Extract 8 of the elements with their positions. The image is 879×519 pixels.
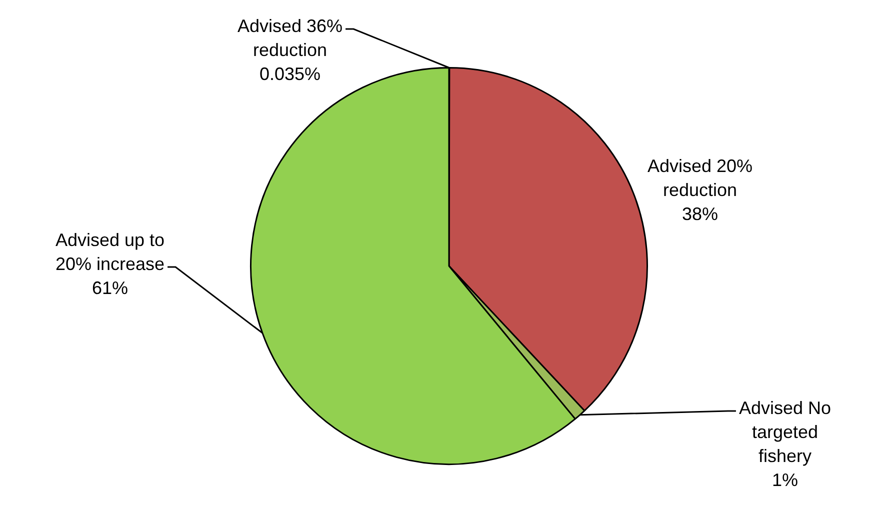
data-label: 61% <box>92 278 128 298</box>
data-label: 0.035% <box>259 64 321 84</box>
slice-label: Advised 36% reduction <box>237 16 343 60</box>
data-label: 1% <box>772 470 798 490</box>
slice-label: Advised 20% reduction <box>647 156 753 200</box>
slice-label: Advised No targeted fishery <box>738 398 832 466</box>
data-label: 38% <box>682 204 718 224</box>
slice-label: Advised up to 20% increase <box>55 230 165 274</box>
